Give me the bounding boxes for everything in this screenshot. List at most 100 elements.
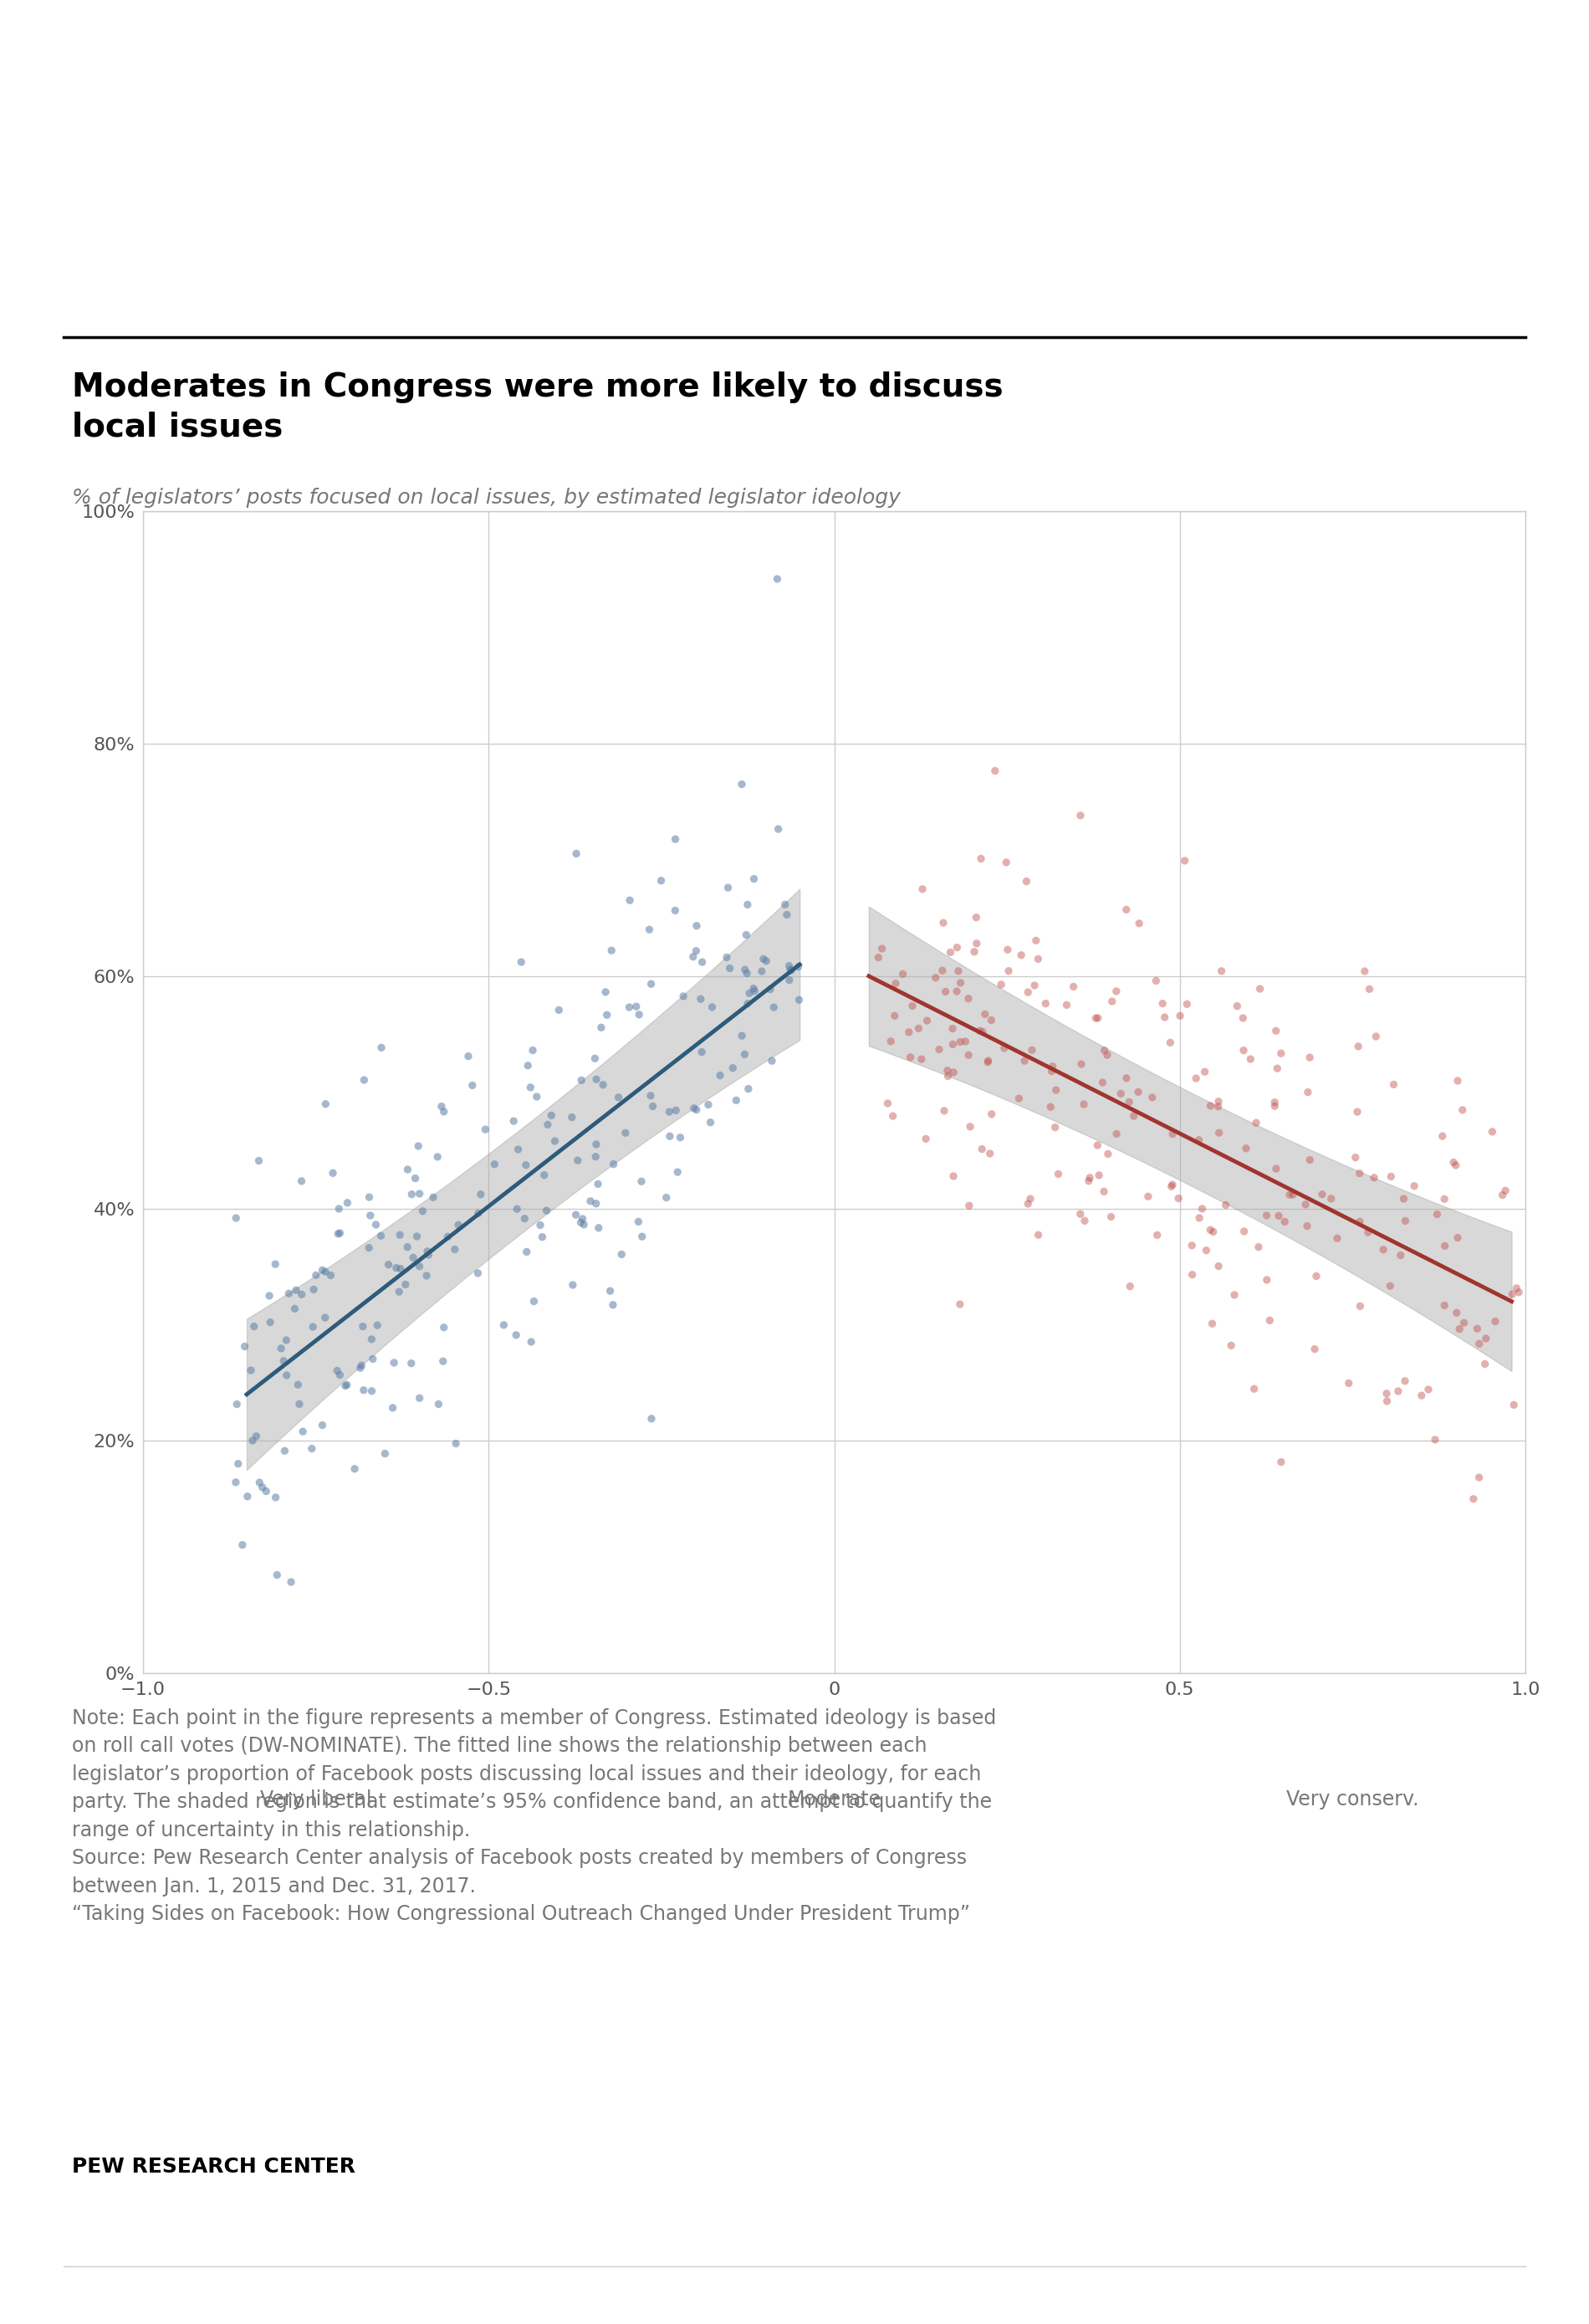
Point xyxy=(224,1199,249,1236)
Point xyxy=(222,1464,248,1501)
Point xyxy=(976,1041,1001,1078)
Point xyxy=(1179,1255,1204,1292)
Point xyxy=(466,1255,491,1292)
Point xyxy=(505,1132,531,1169)
Point xyxy=(941,1025,966,1062)
Point xyxy=(594,997,620,1034)
Point xyxy=(1444,1062,1470,1099)
Point xyxy=(1490,1176,1516,1213)
Point xyxy=(583,1060,609,1097)
Point xyxy=(623,988,648,1025)
Point xyxy=(639,964,664,1002)
Point xyxy=(1206,1083,1231,1120)
Point xyxy=(586,1208,612,1246)
Point xyxy=(748,953,774,990)
Point xyxy=(690,944,715,981)
Point xyxy=(734,955,760,992)
Point xyxy=(1309,1176,1335,1213)
Point xyxy=(736,1071,761,1109)
Point xyxy=(431,1343,456,1380)
Point xyxy=(445,1206,470,1243)
Point xyxy=(286,1385,311,1422)
Point xyxy=(351,1371,377,1408)
Point xyxy=(291,1413,316,1450)
Point xyxy=(876,1085,901,1122)
Point xyxy=(521,1283,547,1320)
Point xyxy=(923,960,949,997)
Point xyxy=(1192,1053,1217,1090)
Point xyxy=(254,1473,280,1511)
Point xyxy=(688,981,713,1018)
Point xyxy=(1273,1204,1298,1241)
Point xyxy=(1006,1081,1031,1118)
Point xyxy=(1166,1181,1192,1218)
Point xyxy=(1127,904,1152,941)
Point xyxy=(779,953,804,990)
Point xyxy=(539,1097,564,1134)
Point xyxy=(740,969,766,1006)
Point xyxy=(1506,1274,1532,1311)
Point xyxy=(1085,999,1111,1037)
Point xyxy=(1254,1197,1279,1234)
Point xyxy=(1114,890,1139,927)
Point xyxy=(941,1053,966,1090)
Point xyxy=(1363,1018,1389,1055)
Point xyxy=(383,1250,408,1287)
Point xyxy=(882,997,907,1034)
Point xyxy=(977,1134,1003,1171)
Point xyxy=(518,1322,543,1360)
Point xyxy=(1352,953,1378,990)
Point xyxy=(599,932,624,969)
Point xyxy=(1424,1197,1449,1234)
Point xyxy=(235,1478,261,1515)
Point xyxy=(683,1092,709,1129)
Point xyxy=(696,1085,721,1122)
Point xyxy=(1467,1325,1492,1362)
Point xyxy=(443,1425,469,1462)
Point xyxy=(583,1125,609,1162)
Point xyxy=(733,1037,758,1074)
Point xyxy=(934,1053,960,1090)
Point xyxy=(740,860,766,897)
Point xyxy=(1238,1041,1263,1078)
Point xyxy=(629,1162,655,1199)
Point xyxy=(1347,1287,1373,1325)
Point xyxy=(570,1199,596,1236)
Point xyxy=(1022,967,1047,1004)
Point xyxy=(1206,1088,1231,1125)
Point xyxy=(1344,1092,1370,1129)
Point xyxy=(359,1373,385,1411)
Point xyxy=(1090,1064,1115,1102)
Point xyxy=(431,1092,456,1129)
Point xyxy=(407,1248,432,1285)
Point xyxy=(264,1557,289,1594)
Point xyxy=(257,1304,283,1341)
Point xyxy=(1246,1229,1271,1267)
Point xyxy=(1219,1327,1244,1364)
Point xyxy=(1025,941,1050,978)
Point xyxy=(993,844,1019,881)
Point xyxy=(520,1032,545,1069)
Point xyxy=(459,1067,485,1104)
Point xyxy=(1015,1185,1041,1222)
Point xyxy=(515,1048,540,1085)
Point xyxy=(534,1192,559,1229)
Point xyxy=(949,964,974,1002)
Point xyxy=(996,953,1022,990)
Point xyxy=(585,1164,610,1202)
Point xyxy=(1483,1304,1508,1341)
Point xyxy=(1479,1113,1505,1150)
Point xyxy=(933,974,958,1011)
Point xyxy=(381,1343,407,1380)
Point xyxy=(335,1185,361,1222)
Point xyxy=(1173,841,1198,878)
Point xyxy=(626,997,651,1034)
Point xyxy=(249,1469,275,1506)
Point xyxy=(1152,999,1177,1037)
Point xyxy=(910,872,936,909)
Point xyxy=(982,753,1007,790)
Point xyxy=(1069,1046,1095,1083)
Point xyxy=(356,1229,381,1267)
Point xyxy=(1104,1116,1130,1153)
Point xyxy=(531,1157,556,1195)
